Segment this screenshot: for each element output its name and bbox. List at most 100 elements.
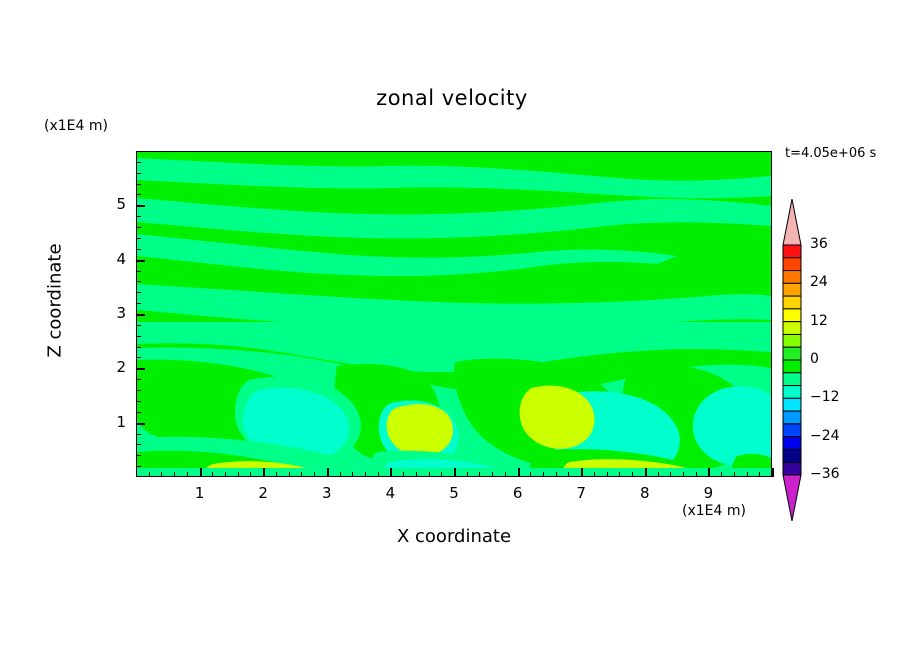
x-tick-minor (747, 472, 748, 477)
colorbar-tick-label: 12 (810, 312, 828, 329)
colorbar-band (782, 244, 802, 259)
colorbar-band (782, 295, 802, 310)
x-tick-minor (276, 472, 277, 477)
contour-plot-area[interactable] (136, 151, 772, 477)
x-tick-minor (365, 472, 366, 477)
x-tick-minor (683, 472, 684, 477)
x-tick-minor (314, 472, 315, 477)
y-tick-minor (136, 194, 141, 195)
colorbar-band (782, 385, 802, 399)
colorbar-band (782, 333, 802, 348)
x-tick-minor (289, 472, 290, 477)
colorbar-band (782, 346, 802, 361)
contour-region (242, 387, 350, 461)
x-tick-minor (149, 472, 150, 477)
x-tick-minor (352, 472, 353, 477)
x-tick-minor (225, 472, 226, 477)
x-tick-minor (238, 472, 239, 477)
x-tick-label: 9 (703, 484, 714, 502)
chart-title: zonal velocity (376, 86, 528, 110)
y-tick-major (136, 260, 145, 262)
x-tick-minor (161, 472, 162, 477)
x-tick-minor (340, 472, 341, 477)
colorbar-band (782, 359, 802, 374)
y-tick-minor (136, 249, 141, 250)
y-tick-minor (136, 434, 141, 435)
x-tick-minor (212, 472, 213, 477)
x-tick-major (518, 468, 520, 477)
y-tick-minor (136, 162, 141, 163)
x-tick-label: 3 (322, 484, 332, 502)
x-tick-minor (607, 472, 608, 477)
x-tick-major (327, 468, 329, 477)
y-tick-minor (136, 466, 141, 467)
x-tick-minor (670, 472, 671, 477)
x-tick-major (645, 468, 647, 477)
x-tick-label: 8 (640, 484, 650, 502)
x-tick-major (200, 468, 202, 477)
x-tick-label: 2 (258, 484, 268, 502)
y-tick-minor (136, 390, 141, 391)
colorbar-band (782, 321, 802, 335)
x-tick-minor (759, 472, 760, 477)
colorbar-band (782, 436, 802, 450)
y-tick-minor (136, 379, 141, 380)
y-tick-minor (136, 401, 141, 402)
colorbar-gradient (782, 199, 802, 521)
x-tick-minor (416, 472, 417, 477)
x-tick-label: 5 (449, 484, 459, 502)
y-tick-minor (136, 238, 141, 239)
x-tick-minor (403, 472, 404, 477)
colorbar-band (782, 448, 802, 463)
colorbar-tick-label: 36 (810, 236, 828, 252)
y-tick-label: 4 (116, 249, 126, 268)
y-tick-minor (136, 184, 141, 185)
y-tick-minor (136, 292, 141, 293)
colorbar-band (782, 308, 802, 323)
colorbar-extend-min (782, 474, 802, 521)
x-tick-label: 4 (385, 484, 396, 502)
colorbar[interactable]: 36 24 12 0 −12 −24 −36 (778, 199, 898, 521)
x-tick-minor (429, 472, 430, 477)
contour-region (692, 386, 771, 466)
x-tick-label: 1 (194, 484, 205, 502)
time-annotation: t=4.05e+06 s (785, 146, 877, 161)
x-tick-minor (441, 472, 442, 477)
x-tick-major (263, 468, 265, 477)
y-axis-units-label: (x1E4 m) (44, 118, 108, 134)
y-tick-minor (136, 412, 141, 413)
x-tick-minor (568, 472, 569, 477)
x-tick-major (454, 468, 456, 477)
contour-region (137, 322, 771, 373)
x-tick-minor (734, 472, 735, 477)
y-tick-label: 2 (116, 358, 126, 377)
colorbar-band (782, 410, 802, 425)
colorbar-extend-max (782, 199, 802, 246)
y-tick-major (136, 423, 145, 425)
y-tick-minor (136, 303, 141, 304)
y-tick-major (136, 205, 145, 207)
y-tick-label: 5 (116, 195, 126, 214)
x-tick-minor (721, 472, 722, 477)
colorbar-band (782, 397, 802, 412)
y-tick-minor (136, 325, 141, 326)
x-tick-minor (301, 472, 302, 477)
x-tick-major (708, 468, 710, 477)
contour-region (519, 385, 595, 449)
colorbar-band (782, 461, 802, 476)
y-tick-minor (136, 281, 141, 282)
x-tick-minor (556, 472, 557, 477)
y-tick-minor (136, 173, 141, 174)
y-tick-minor (136, 357, 141, 358)
x-tick-minor (696, 472, 697, 477)
x-tick-major (581, 468, 583, 477)
y-tick-minor (136, 227, 141, 228)
colorbar-tick-label: 0 (810, 351, 819, 367)
x-tick-minor (187, 472, 188, 477)
x-tick-minor (594, 472, 595, 477)
colorbar-band (782, 282, 802, 297)
colorbar-tick-label: 24 (810, 274, 828, 291)
colorbar-tick-label: −12 (810, 389, 840, 406)
colorbar-tick-label: −36 (810, 466, 840, 482)
x-tick-label: 7 (576, 484, 586, 502)
